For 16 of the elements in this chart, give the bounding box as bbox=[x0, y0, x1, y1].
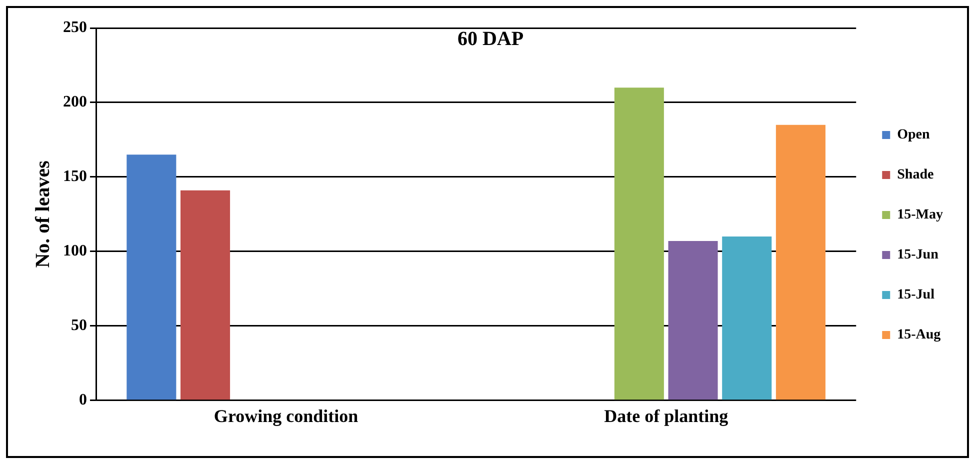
y-tick-label: 50 bbox=[71, 317, 87, 334]
chart-title: 60 DAP bbox=[457, 28, 524, 50]
legend-label: 15-Aug bbox=[897, 328, 941, 343]
y-tick-label: 150 bbox=[63, 168, 87, 186]
legend-label: 15-Jun bbox=[897, 248, 939, 263]
y-tick-label: 200 bbox=[63, 94, 87, 111]
legend-label: Open bbox=[897, 128, 930, 143]
y-tick-label: 100 bbox=[63, 242, 87, 260]
legend-label: 15-May bbox=[897, 208, 944, 223]
y-axis-title: No. of leaves bbox=[32, 160, 54, 268]
x-tick-label: Growing condition bbox=[214, 406, 358, 426]
x-tick-label: Date of planting bbox=[604, 406, 728, 426]
legend-label: Shade bbox=[897, 168, 934, 183]
y-tick-label: 0 bbox=[79, 392, 87, 409]
y-tick-label: 250 bbox=[63, 19, 87, 36]
legend-label: 15-Jul bbox=[897, 288, 935, 303]
